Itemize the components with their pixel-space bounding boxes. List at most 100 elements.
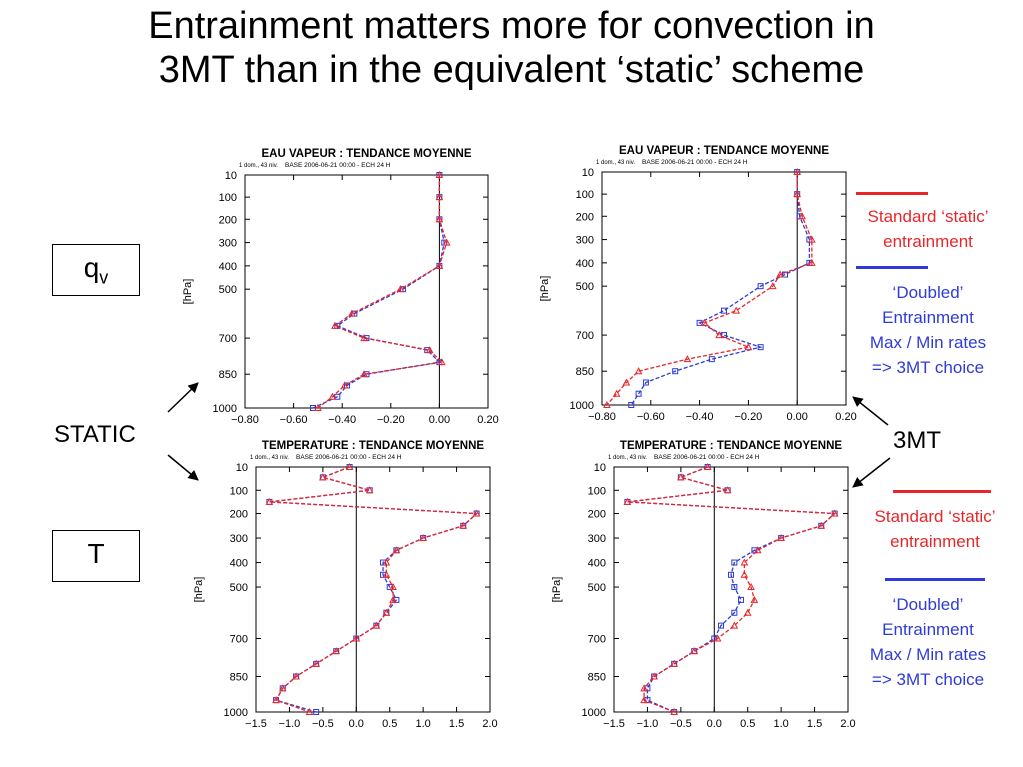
data-point-red xyxy=(345,462,354,470)
x-tick-label: 0.00 xyxy=(429,414,450,426)
y-tick-label: 200 xyxy=(219,214,237,226)
y-tick-label: 700 xyxy=(219,333,237,345)
data-point-red xyxy=(332,647,341,655)
data-point-red xyxy=(382,570,391,578)
t-label-box: T xyxy=(52,530,140,582)
data-point-red xyxy=(623,497,632,505)
legend-bottom-blue-line1: ‘Doubled’ xyxy=(892,595,964,614)
y-tick-label: 100 xyxy=(576,189,594,201)
y-tick-label: 200 xyxy=(588,509,606,521)
data-point-blue xyxy=(782,271,788,278)
series-line-red xyxy=(606,172,813,406)
x-tick-label: −1.5 xyxy=(603,718,625,730)
x-tick-label: 0.20 xyxy=(477,414,498,426)
data-point-red xyxy=(817,521,826,529)
y-tick-label: 700 xyxy=(588,634,606,646)
data-point-red xyxy=(382,608,391,616)
y-tick-label: 500 xyxy=(576,281,594,293)
legend-top-red-text: Standard ‘static’ entrainment xyxy=(835,204,1021,254)
x-tick-label: 1.5 xyxy=(449,718,464,730)
chart-subtitle-right: BASE 2006-06-21 00:00 - ECH 24 H xyxy=(296,454,402,461)
data-point-blue xyxy=(757,283,764,290)
data-point-red xyxy=(747,583,755,591)
y-tick-label: 500 xyxy=(219,284,237,296)
y-tick-label: 400 xyxy=(230,558,248,570)
y-tick-label: 500 xyxy=(230,582,248,594)
x-tick-label: −0.80 xyxy=(231,414,259,426)
y-tick-label: 850 xyxy=(576,366,594,378)
data-point-blue xyxy=(313,709,320,715)
legend-top-red-line xyxy=(856,192,928,195)
data-point-red xyxy=(740,558,749,566)
data-point-red xyxy=(753,546,762,554)
data-point-red xyxy=(807,235,816,243)
legend-top-blue-line1: ‘Doubled’ xyxy=(892,283,964,302)
y-tick-label: 10 xyxy=(225,170,237,182)
data-point-red xyxy=(314,403,322,411)
chart-title: EAU VAPEUR : TENDANCE MOYENNE xyxy=(619,145,829,157)
x-tick-label: −0.60 xyxy=(637,411,665,423)
data-point-red xyxy=(603,400,611,408)
data-point-red xyxy=(768,282,777,290)
data-point-blue xyxy=(696,319,703,326)
legend-bottom-red-line1: Standard ‘static’ xyxy=(874,507,996,526)
data-point-red xyxy=(331,321,339,329)
y-tick-label: 700 xyxy=(230,634,248,646)
y-tick-label: 400 xyxy=(576,258,594,270)
data-point-red xyxy=(389,595,397,603)
data-point-red xyxy=(389,583,397,591)
x-tick-label: 1.5 xyxy=(807,718,822,730)
data-point-red xyxy=(472,509,481,517)
y-axis-label: [hPa] xyxy=(539,276,551,302)
legend-bottom-blue-line2: Entrainment xyxy=(882,620,974,639)
y-tick-label: 100 xyxy=(230,485,248,497)
data-point-red xyxy=(305,707,314,715)
x-tick-label: −0.80 xyxy=(588,411,616,423)
data-point-red xyxy=(435,215,444,223)
x-tick-label: −1.0 xyxy=(279,718,301,730)
y-axis-label: [hPa] xyxy=(193,577,205,603)
data-point-red xyxy=(392,546,401,554)
x-tick-label: −0.60 xyxy=(280,414,308,426)
data-point-blue xyxy=(334,393,341,400)
data-point-red xyxy=(798,212,806,220)
x-tick-label: 0.5 xyxy=(740,718,755,730)
data-point-red xyxy=(360,370,368,378)
data-point-red xyxy=(340,381,349,389)
data-point-blue xyxy=(628,402,635,408)
data-point-red xyxy=(830,509,839,517)
slide-title-line2: 3MT than in the equivalent ‘static’ sche… xyxy=(158,49,865,91)
data-point-blue xyxy=(731,559,738,566)
data-point-red xyxy=(292,672,300,680)
data-point-red xyxy=(435,193,444,201)
data-point-blue xyxy=(757,344,764,351)
qv-label-box: qv xyxy=(52,244,140,296)
y-axis-label: [hPa] xyxy=(182,279,194,305)
plot-frame xyxy=(255,466,491,713)
data-point-red xyxy=(425,346,434,354)
data-point-red xyxy=(265,497,274,505)
x-tick-label: −0.40 xyxy=(686,411,714,423)
data-point-red xyxy=(328,392,337,400)
x-tick-label: 0.5 xyxy=(382,718,397,730)
data-point-red xyxy=(743,608,752,616)
plot-frame xyxy=(601,171,847,406)
x-tick-label: −0.40 xyxy=(328,414,356,426)
y-tick-label: 400 xyxy=(588,558,606,570)
series-line-red xyxy=(627,466,837,713)
data-point-red xyxy=(700,318,709,326)
y-tick-label: 200 xyxy=(230,509,248,521)
chart-title: EAU VAPEUR : TENDANCE MOYENNE xyxy=(262,148,472,160)
y-tick-label: 100 xyxy=(588,485,606,497)
y-tick-label: 1000 xyxy=(570,400,594,412)
legend-bottom-blue-line xyxy=(885,578,985,581)
legend-bottom-blue-text: ‘Doubled’ Entrainment Max / Min rates =>… xyxy=(835,592,1021,692)
series-line-blue xyxy=(630,172,811,406)
legend-top-blue-line4: => 3MT choice xyxy=(871,358,985,377)
data-point-red xyxy=(622,378,631,386)
plot-frame xyxy=(613,466,849,713)
